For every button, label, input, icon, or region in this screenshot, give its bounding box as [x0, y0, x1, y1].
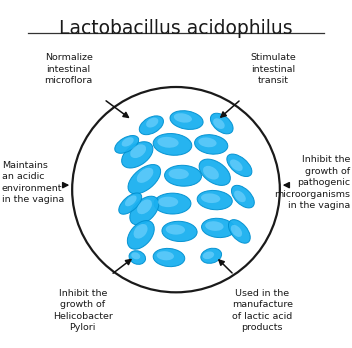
Ellipse shape	[201, 193, 220, 203]
Ellipse shape	[122, 137, 134, 147]
Ellipse shape	[231, 225, 242, 237]
Ellipse shape	[169, 169, 189, 179]
Ellipse shape	[131, 252, 140, 259]
Ellipse shape	[198, 137, 216, 147]
Ellipse shape	[130, 144, 146, 158]
Ellipse shape	[195, 135, 228, 154]
Ellipse shape	[146, 118, 158, 128]
Text: Inhibit the
growth of
pathogenic
microorganisms
in the vagina: Inhibit the growth of pathogenic microor…	[274, 155, 350, 210]
Circle shape	[72, 87, 280, 292]
Ellipse shape	[199, 159, 230, 185]
Ellipse shape	[128, 165, 161, 194]
Ellipse shape	[153, 134, 192, 155]
Ellipse shape	[137, 168, 153, 183]
Text: Inhibit the
growth of
Helicobacter
Pylori: Inhibit the growth of Helicobacter Pylor…	[53, 289, 113, 332]
Ellipse shape	[166, 224, 185, 235]
Ellipse shape	[234, 191, 246, 202]
Ellipse shape	[232, 185, 254, 208]
Text: Stimulate
intestinal
transit: Stimulate intestinal transit	[250, 53, 296, 85]
Ellipse shape	[157, 137, 178, 148]
Ellipse shape	[213, 118, 225, 129]
Ellipse shape	[154, 193, 191, 214]
Ellipse shape	[139, 116, 163, 135]
Ellipse shape	[122, 142, 153, 168]
Text: Maintains
an acidic
environment
in the vagina: Maintains an acidic environment in the v…	[2, 161, 64, 204]
Ellipse shape	[203, 166, 219, 180]
Ellipse shape	[115, 135, 139, 153]
Ellipse shape	[230, 159, 243, 171]
Text: Used in the
manufacture
of lactic acid
products: Used in the manufacture of lactic acid p…	[232, 289, 293, 332]
Ellipse shape	[202, 218, 235, 238]
Ellipse shape	[130, 196, 159, 225]
Ellipse shape	[129, 251, 145, 264]
Ellipse shape	[153, 248, 185, 267]
Ellipse shape	[197, 190, 232, 210]
Ellipse shape	[157, 251, 174, 260]
Ellipse shape	[205, 221, 224, 231]
Text: Lactobacillus acidophilus: Lactobacillus acidophilus	[59, 19, 293, 38]
Ellipse shape	[127, 221, 154, 249]
Ellipse shape	[119, 193, 142, 214]
Text: Normalize
intestinal
microflora: Normalize intestinal microflora	[44, 53, 93, 85]
Ellipse shape	[162, 221, 197, 242]
Ellipse shape	[228, 220, 250, 243]
Ellipse shape	[203, 252, 214, 259]
Ellipse shape	[137, 199, 152, 214]
Ellipse shape	[210, 113, 233, 134]
Ellipse shape	[158, 197, 178, 207]
Ellipse shape	[170, 111, 203, 129]
Ellipse shape	[174, 113, 192, 123]
Ellipse shape	[134, 224, 147, 239]
Ellipse shape	[165, 165, 201, 186]
Ellipse shape	[227, 154, 252, 176]
Ellipse shape	[125, 195, 137, 206]
Ellipse shape	[201, 248, 221, 263]
